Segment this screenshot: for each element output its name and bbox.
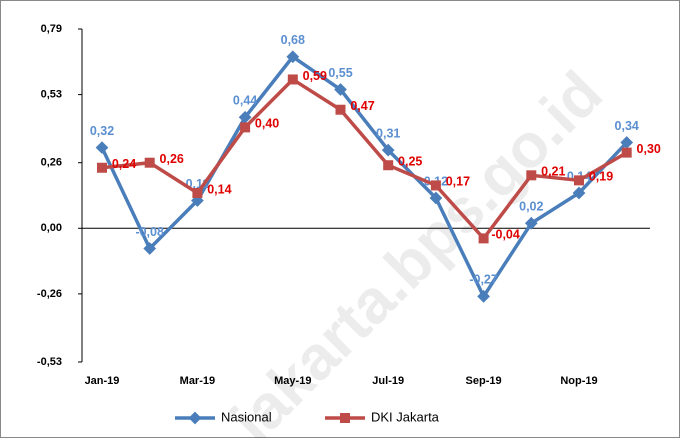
marker — [286, 50, 300, 64]
y-tick-label: 0,00 — [41, 222, 62, 234]
y-tick-label: 0,53 — [41, 88, 62, 100]
data-label: 0,47 — [350, 99, 374, 113]
legend-marker — [188, 411, 202, 425]
x-tick-label: Sep-19 — [466, 375, 502, 387]
y-tick-label: -0,26 — [37, 288, 62, 300]
data-label: 0,24 — [112, 157, 136, 171]
y-tick-label: 0,79 — [41, 23, 62, 35]
marker — [97, 162, 107, 173]
x-tick-label: Nop-19 — [560, 375, 597, 387]
legend-label: DKI Jakarta — [371, 409, 440, 424]
data-label: 0,14 — [207, 182, 231, 196]
data-label: 0,32 — [90, 124, 114, 138]
data-label: 0,19 — [589, 170, 613, 184]
marker — [478, 233, 489, 244]
marker — [621, 147, 632, 158]
x-tick-label: Jul-19 — [372, 375, 404, 387]
marker — [574, 175, 584, 186]
data-label: 0,68 — [281, 33, 305, 47]
data-label: 0,55 — [328, 66, 352, 80]
legend-marker — [340, 413, 350, 423]
marker — [240, 122, 251, 133]
marker — [335, 104, 346, 115]
data-label: 0,30 — [637, 142, 661, 156]
marker — [95, 141, 109, 154]
data-label: 0,26 — [160, 152, 184, 166]
data-label: -0,08 — [135, 225, 164, 239]
marker — [143, 242, 157, 255]
marker — [526, 170, 537, 181]
data-label: 0,44 — [233, 94, 257, 108]
data-label: 0,59 — [303, 69, 327, 83]
marker — [381, 143, 395, 157]
y-tick-label: -0,53 — [37, 356, 62, 368]
series-line — [101, 77, 628, 242]
data-label: 0,31 — [376, 126, 400, 140]
x-tick-label: Jan-19 — [85, 375, 120, 387]
data-label: 0,02 — [519, 200, 543, 214]
marker — [238, 110, 252, 124]
y-tick-label: 0,26 — [41, 157, 62, 169]
x-tick-label: May-19 — [274, 375, 311, 387]
marker — [334, 83, 347, 96]
data-label: -0,27 — [469, 273, 498, 287]
legend-label: Nasional — [221, 409, 272, 424]
marker — [383, 160, 394, 171]
marker — [430, 180, 441, 191]
data-label: 0,34 — [615, 119, 639, 133]
data-label: 0,40 — [255, 117, 279, 131]
marker — [144, 157, 155, 168]
marker — [477, 290, 490, 303]
series-line — [100, 54, 628, 300]
marker — [429, 191, 443, 205]
marker — [192, 187, 203, 198]
x-tick-label: Mar-19 — [180, 375, 215, 387]
marker — [287, 74, 298, 85]
data-label: 0,25 — [398, 155, 422, 169]
data-label: 0,17 — [446, 175, 470, 189]
data-label: -0,04 — [491, 228, 520, 242]
data-label: 0,21 — [541, 165, 565, 179]
